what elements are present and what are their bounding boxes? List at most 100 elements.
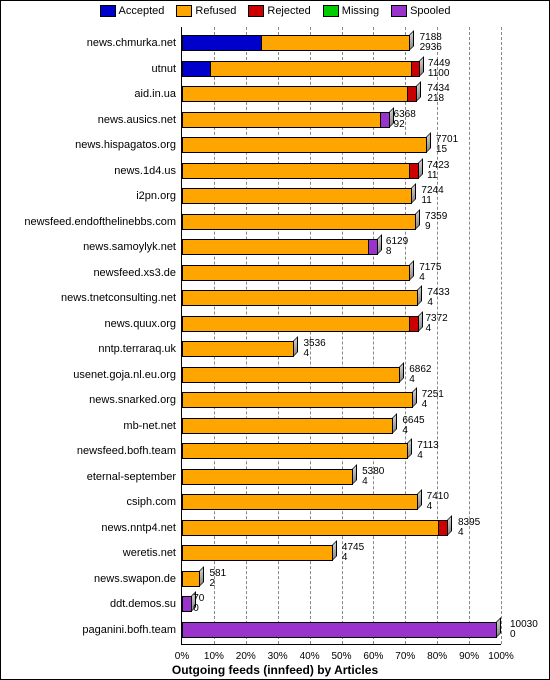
bar-row: news.samoylyk.net61298 <box>182 237 501 257</box>
chart-container: AcceptedRefusedRejectedMissingSpooled 0%… <box>0 0 550 680</box>
bar-segment-refused <box>182 290 418 306</box>
gridline <box>501 27 502 644</box>
bar-3d-cap <box>496 617 501 638</box>
bar <box>182 571 501 587</box>
bar-segment-spooled <box>182 622 497 638</box>
row-label: usenet.goja.nl.eu.org <box>73 369 176 381</box>
row-values: 74491100 <box>428 59 450 79</box>
row-value-bottom: 11 <box>427 171 449 181</box>
bar-row: newsfeed.bofh.team71134 <box>182 441 501 461</box>
x-axis-title: Outgoing feeds (innfeed) by Articles <box>172 663 378 677</box>
bar-segment-refused <box>182 163 410 179</box>
row-label: newsfeed.xs3.de <box>93 267 176 279</box>
x-tick-label: 90% <box>459 651 479 662</box>
row-value-bottom: 4 <box>342 553 364 563</box>
x-tick-label: 100% <box>488 651 514 662</box>
bar <box>182 316 501 332</box>
bar-3d-cap <box>418 158 423 179</box>
bar-row: paganini.bofh.team100300 <box>182 620 501 640</box>
row-value-bottom: 1100 <box>428 69 450 79</box>
bar-row: usenet.goja.nl.eu.org68624 <box>182 365 501 385</box>
row-values: 66454 <box>402 416 424 436</box>
bar-segment-refused <box>182 545 333 561</box>
bar-3d-cap <box>447 515 452 536</box>
row-value-bottom: 0 <box>193 604 204 614</box>
bar <box>182 418 501 434</box>
legend-item: Spooled <box>391 5 450 17</box>
bar <box>182 112 501 128</box>
bar-segment-refused <box>182 367 400 383</box>
row-value-bottom: 4 <box>427 298 449 308</box>
row-values: 72514 <box>422 390 444 410</box>
bar <box>182 520 501 536</box>
bar-segment-refused <box>182 239 369 255</box>
legend-item: Missing <box>323 5 379 17</box>
bar-3d-cap <box>377 234 382 255</box>
x-tick-label: 20% <box>236 651 256 662</box>
bar-segment-refused <box>182 265 410 281</box>
bar-row: news.snarked.org72514 <box>182 390 501 410</box>
legend-item: Accepted <box>100 5 165 17</box>
bar <box>182 265 501 281</box>
row-label: news.tnetconsulting.net <box>61 292 176 304</box>
row-value-bottom: 4 <box>409 375 431 385</box>
x-tick-label: 40% <box>300 651 320 662</box>
bar <box>182 494 501 510</box>
bar-segment-accepted <box>182 61 211 77</box>
bar-row: aid.in.ua7434218 <box>182 84 501 104</box>
row-values: 742311 <box>427 161 449 181</box>
bar <box>182 290 501 306</box>
row-value-bottom: 11 <box>421 196 443 206</box>
bar-3d-cap <box>199 566 204 587</box>
bar-segment-refused <box>182 86 408 102</box>
bar-3d-cap <box>412 387 417 408</box>
bar-3d-cap <box>418 311 423 332</box>
bar-segment-refused <box>182 418 393 434</box>
bar <box>182 443 501 459</box>
x-tick-label: 50% <box>331 651 351 662</box>
bar-segment-refused <box>182 137 427 153</box>
bar-3d-cap <box>352 464 357 485</box>
row-value-bottom: 4 <box>402 426 424 436</box>
legend-swatch <box>248 5 264 17</box>
x-tick-label: 80% <box>427 651 447 662</box>
row-value-bottom: 2936 <box>420 43 442 53</box>
row-value-bottom: 218 <box>427 94 449 104</box>
bar-3d-cap <box>417 285 422 306</box>
bar <box>182 239 501 255</box>
row-label: eternal-september <box>87 471 176 483</box>
row-label: news.samoylyk.net <box>83 241 176 253</box>
bar <box>182 469 501 485</box>
bar-3d-cap <box>419 56 424 77</box>
bar-segment-refused <box>182 469 353 485</box>
bar <box>182 622 501 638</box>
x-tick-label: 30% <box>268 651 288 662</box>
legend-label: Refused <box>195 5 236 17</box>
row-values: 74104 <box>427 492 449 512</box>
row-value-bottom: 4 <box>419 273 441 283</box>
plot-area: 0%10%20%30%40%50%60%70%80%90%100%news.ch… <box>181 27 501 645</box>
row-values: 68624 <box>409 365 431 385</box>
bar-row: news.swapon.de5812 <box>182 569 501 589</box>
row-values: 71134 <box>417 441 439 461</box>
row-label: paganini.bofh.team <box>82 624 176 636</box>
row-value-bottom: 0 <box>510 630 538 640</box>
legend-swatch <box>391 5 407 17</box>
bar <box>182 35 501 51</box>
row-label: news.1d4.us <box>114 165 176 177</box>
row-value-bottom: 4 <box>422 400 444 410</box>
bar-segment-refused <box>182 443 408 459</box>
row-label: news.quux.org <box>104 318 176 330</box>
bar-row: eternal-september53804 <box>182 467 501 487</box>
row-label: news.swapon.de <box>94 573 176 585</box>
bar-row: news.tnetconsulting.net74334 <box>182 288 501 308</box>
bar-3d-cap <box>332 540 337 561</box>
row-value-bottom: 4 <box>417 451 439 461</box>
row-value-bottom: 4 <box>362 477 384 487</box>
row-values: 5812 <box>209 569 226 589</box>
bar-3d-cap <box>293 336 298 357</box>
bar-row: i2pn.org724411 <box>182 186 501 206</box>
legend-swatch <box>176 5 192 17</box>
bar-row: nntp.terraraq.uk35364 <box>182 339 501 359</box>
bar-3d-cap <box>409 30 414 51</box>
